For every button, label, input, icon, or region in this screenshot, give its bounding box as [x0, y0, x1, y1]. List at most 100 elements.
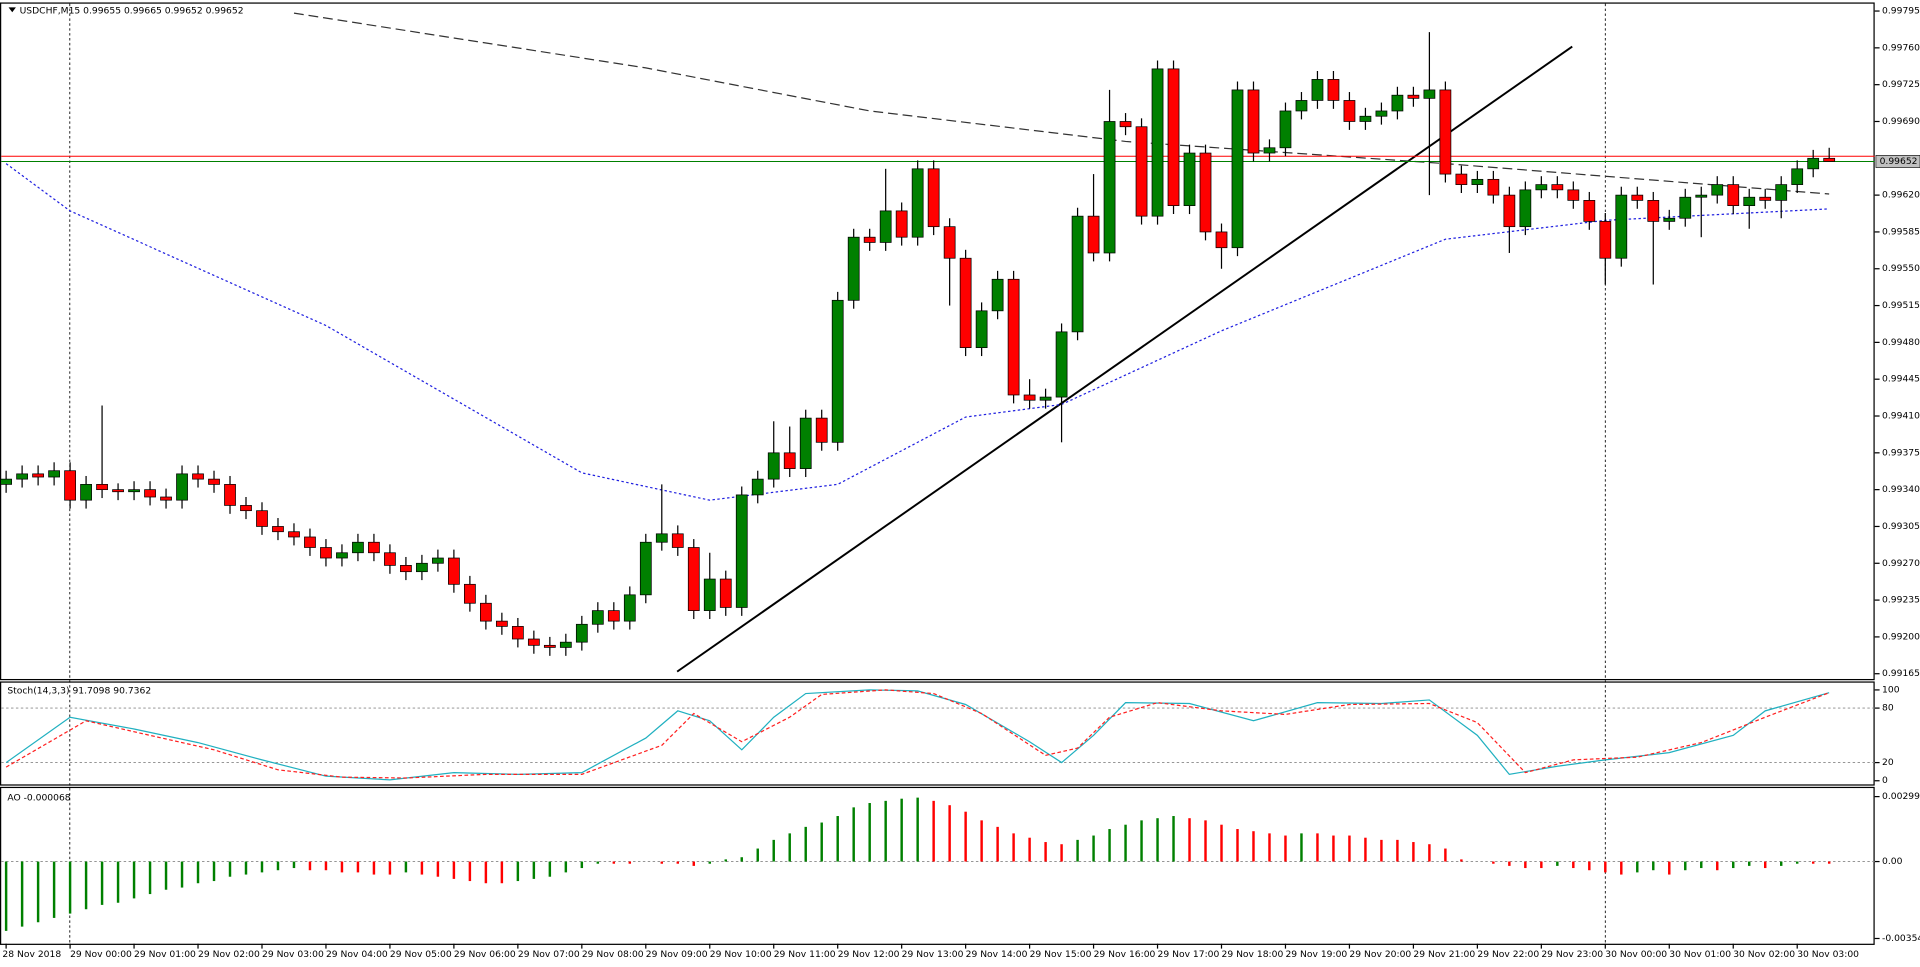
candle-body [1087, 215, 1100, 254]
candle-body [384, 552, 396, 566]
candle-body [1535, 184, 1548, 191]
candle-body [543, 644, 556, 648]
candle-body [831, 299, 844, 443]
candle-body [64, 470, 76, 501]
candle-body [959, 257, 972, 349]
ao-title: AO -0.000068 [7, 792, 70, 803]
x-tick-label: 30 Nov 03:00 [1797, 949, 1859, 960]
candle-body [304, 536, 316, 548]
candle-body [1263, 147, 1276, 154]
candle-body [464, 583, 476, 604]
candle-body [1007, 278, 1020, 396]
candle-body [607, 610, 620, 622]
y-tick-label: 0.99410 [1882, 411, 1920, 422]
x-tick-label: 29 Nov 11:00 [774, 949, 836, 960]
candle-body [719, 578, 732, 608]
y-tick-label: 0.99235 [1882, 595, 1920, 606]
y-tick-label: 80 [1882, 703, 1894, 714]
candle-body [815, 417, 828, 443]
y-tick-label: 100 [1882, 684, 1900, 695]
candle-body [1759, 196, 1772, 201]
candle-body [352, 541, 364, 554]
main-pane [0, 2, 1875, 681]
candle-body [208, 478, 220, 485]
candle-body [559, 641, 572, 648]
candle-body [1727, 184, 1740, 207]
candle-body [1295, 100, 1308, 112]
x-tick-label: 29 Nov 06:00 [454, 949, 516, 960]
candle-body [448, 557, 460, 585]
candle-body [1695, 194, 1708, 198]
candle-body [1407, 94, 1420, 99]
candle-body [1151, 68, 1164, 217]
candle-body [1807, 157, 1820, 170]
candle-body [639, 541, 652, 596]
candle-body [1631, 194, 1644, 201]
candle-body [224, 484, 236, 506]
candle-body [591, 610, 604, 625]
chart-title: USDCHF,M15 0.99655 0.99665 0.99652 0.996… [20, 6, 244, 17]
candle-body [16, 473, 28, 480]
candle-body [1327, 79, 1340, 101]
x-tick-label: 29 Nov 03:00 [262, 949, 324, 960]
x-tick-label: 29 Nov 18:00 [1222, 949, 1284, 960]
x-tick-label: 29 Nov 04:00 [326, 949, 388, 960]
candle-body [1199, 152, 1212, 233]
candle-body [1487, 178, 1500, 196]
x-tick-label: 29 Nov 22:00 [1477, 949, 1539, 960]
y-tick-label: 0.99375 [1882, 447, 1920, 458]
candle-body [511, 626, 524, 640]
candle-body [96, 484, 108, 491]
stoch-pane [0, 681, 1875, 786]
y-tick-label: 0.99585 [1882, 226, 1920, 237]
candle-body [575, 623, 588, 643]
candle-body [1791, 168, 1804, 185]
x-tick-label: 29 Nov 14:00 [966, 949, 1028, 960]
x-tick-label: 28 Nov 2018 [2, 949, 61, 960]
candle-body [991, 278, 1004, 312]
y-tick-label: 0.99690 [1882, 116, 1920, 127]
candle-body [1519, 189, 1532, 228]
candle-body [1599, 221, 1612, 259]
y-tick-label: 0.99445 [1882, 374, 1920, 385]
y-tick-label: 0.99305 [1882, 521, 1920, 532]
candle-body [1183, 152, 1196, 207]
stoch-title: Stoch(14,3,3) 91.7098 90.7362 [7, 686, 151, 697]
x-tick-label: 29 Nov 19:00 [1285, 949, 1347, 960]
x-tick-label: 29 Nov 15:00 [1030, 949, 1092, 960]
candle-body [0, 478, 12, 485]
candle-body [176, 473, 188, 501]
x-tick-label: 30 Nov 01:00 [1669, 949, 1731, 960]
y-tick-label: 20 [1882, 757, 1894, 768]
y-tick-label: 0.00 [1882, 856, 1903, 867]
candle-body [112, 489, 124, 493]
y-tick-label: 0.99550 [1882, 263, 1920, 274]
candle-body [1743, 196, 1756, 207]
candle-body [671, 533, 684, 548]
candle-body [336, 552, 348, 559]
candle-body [1823, 157, 1836, 162]
candle-body [1583, 200, 1596, 222]
y-tick-label: 0.99725 [1882, 79, 1920, 90]
x-tick-label: 29 Nov 16:00 [1094, 949, 1156, 960]
candle-body [160, 496, 172, 501]
candle-body [240, 505, 252, 512]
candle-body [1023, 394, 1036, 401]
candle-body [1343, 100, 1356, 122]
candle-body [1471, 178, 1484, 185]
y-tick-label: 0.99200 [1882, 631, 1920, 642]
candle-body [975, 310, 988, 349]
candle-body [1247, 89, 1260, 154]
x-tick-label: 30 Nov 00:00 [1605, 949, 1667, 960]
candle-body [783, 452, 796, 469]
candle-body [192, 473, 204, 480]
candle-body [687, 547, 700, 611]
bid-tag [1875, 155, 1920, 168]
y-tick-label: -0.003549 [1882, 933, 1920, 944]
candle-body [1215, 231, 1228, 249]
candle-body [1231, 89, 1244, 249]
y-tick-label: 0.99480 [1882, 337, 1920, 348]
candle-body [256, 510, 268, 527]
x-tick-label: 29 Nov 20:00 [1349, 949, 1411, 960]
candle-body [1775, 184, 1788, 201]
